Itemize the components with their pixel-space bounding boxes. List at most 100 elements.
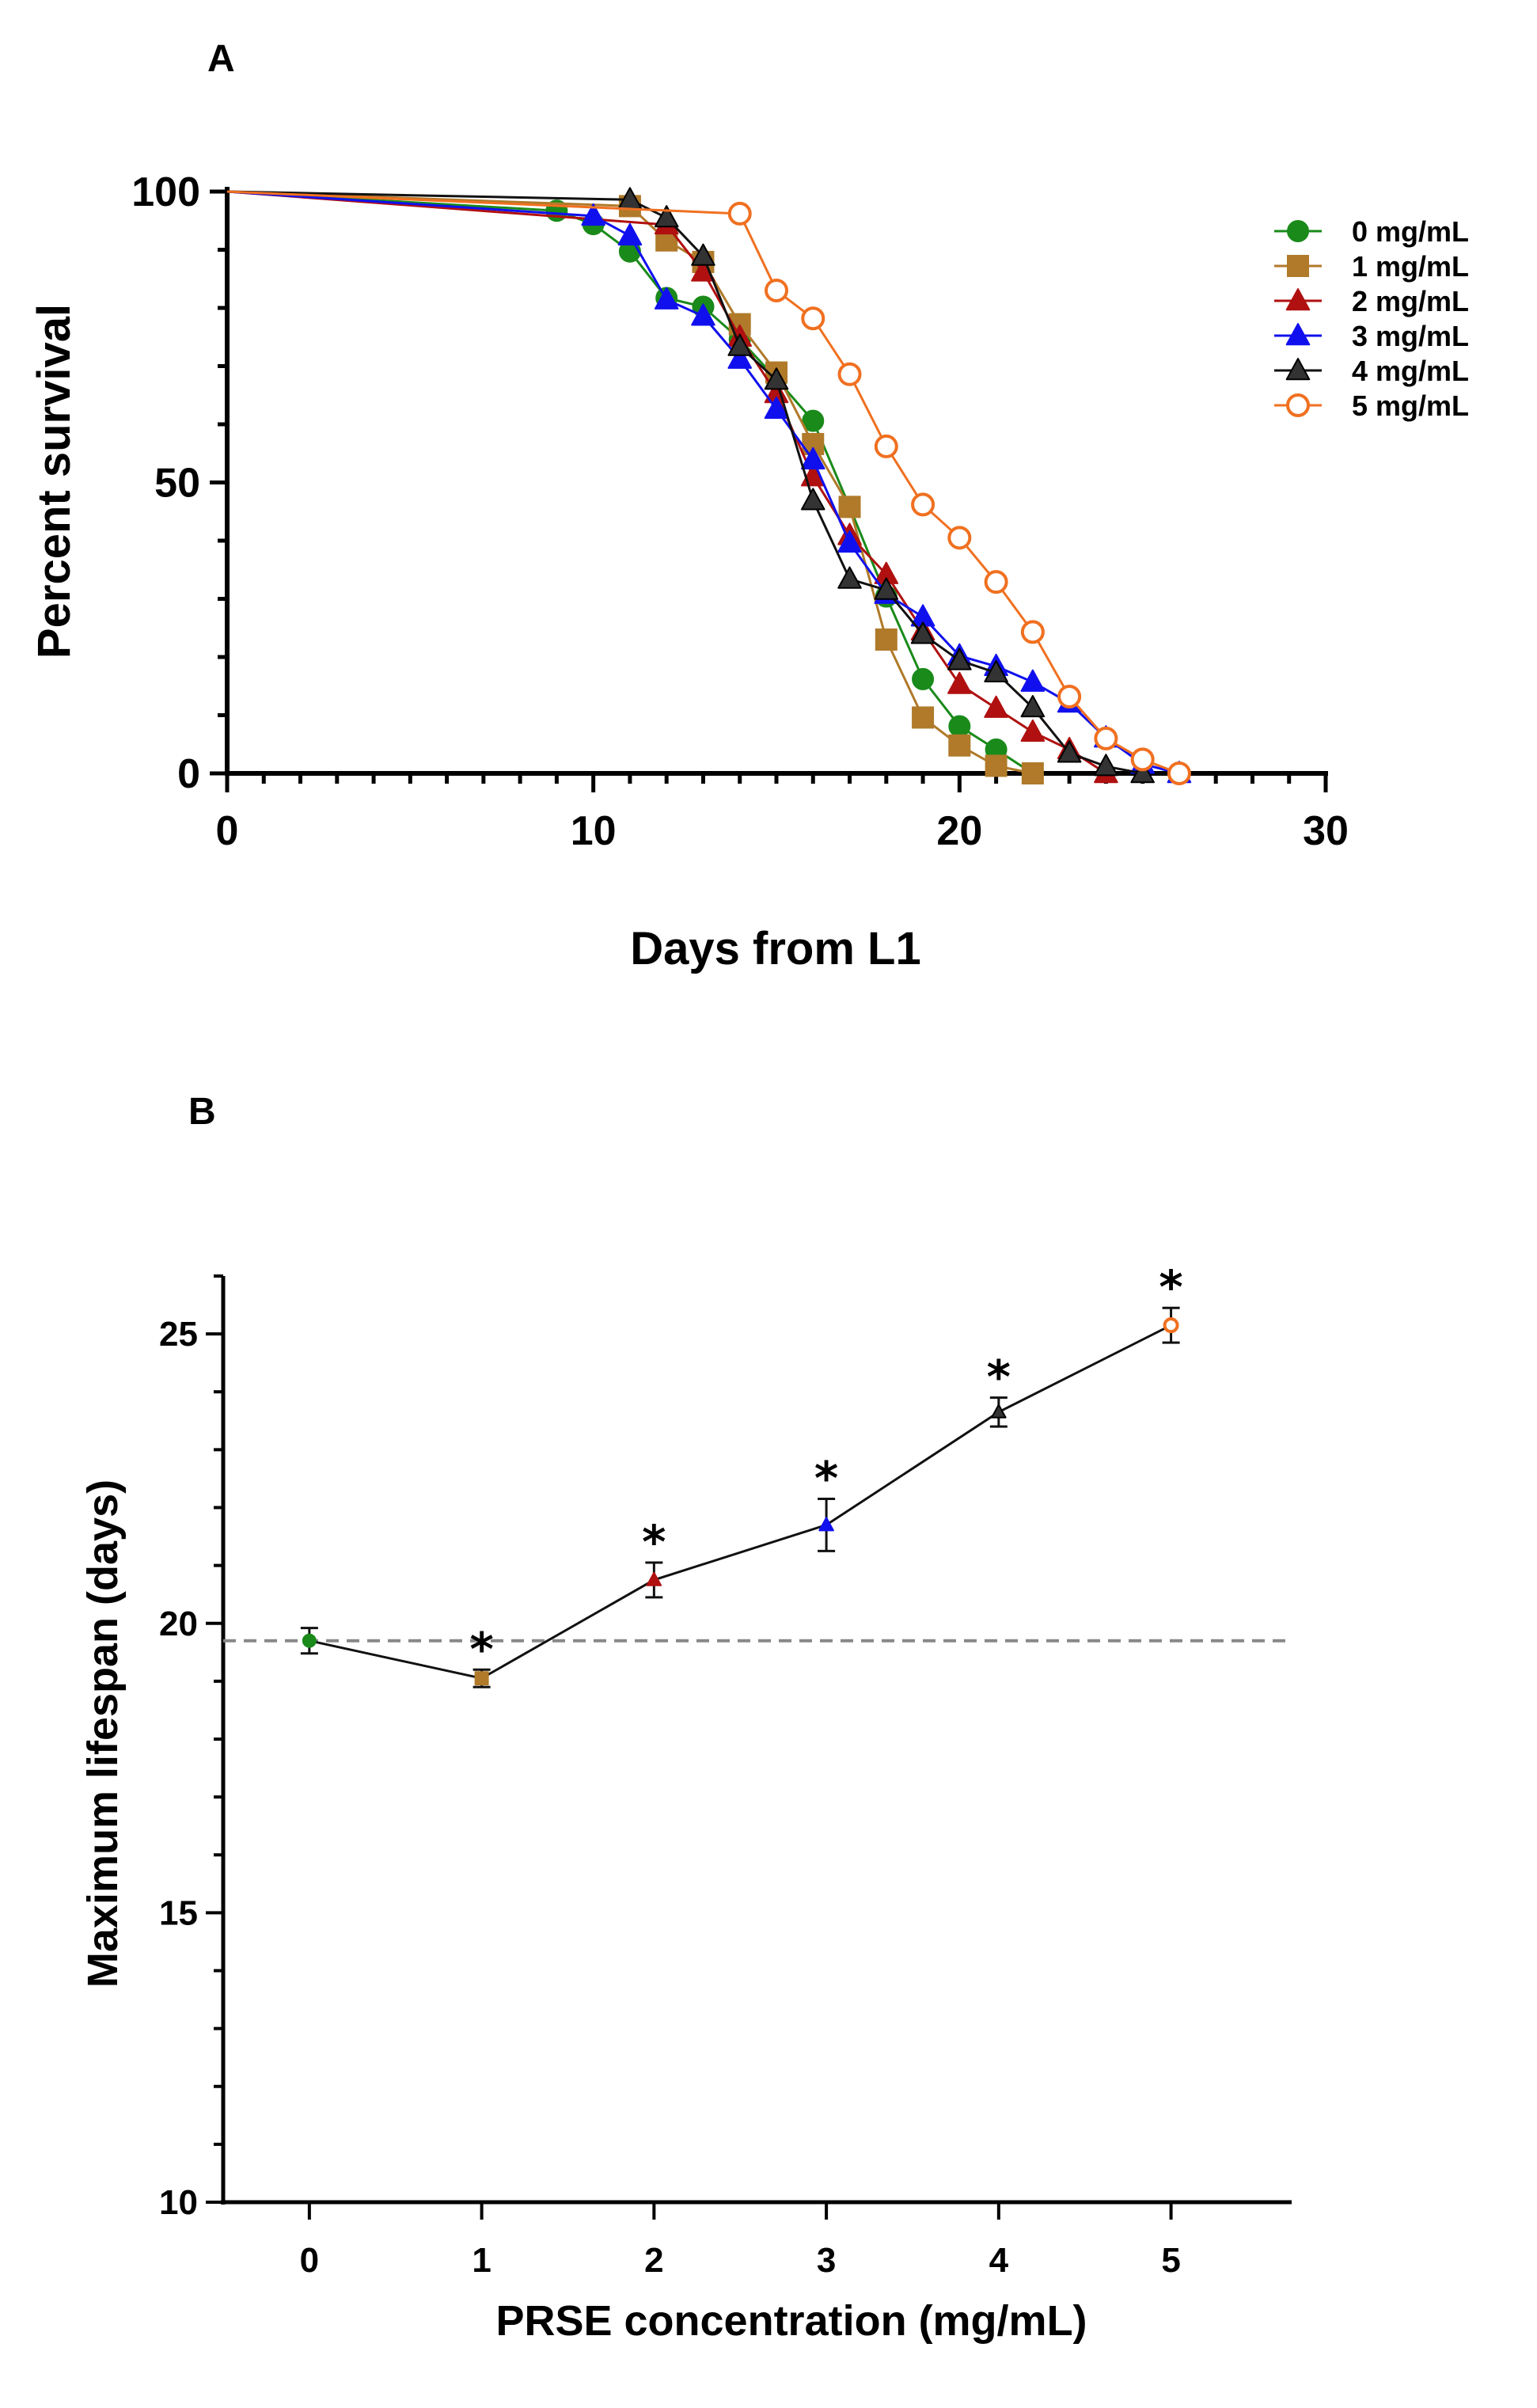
significance-asterisk: * — [642, 1515, 666, 1569]
series-4-mg-ml — [226, 187, 1155, 784]
data-point — [764, 367, 789, 390]
data-point — [1094, 726, 1118, 750]
data-point — [837, 566, 862, 589]
lifespan-point-group: * — [1159, 1260, 1183, 1344]
legend-marker — [1287, 220, 1309, 242]
legend-label: 5 mg/mL — [1352, 389, 1469, 422]
survival-legend: 0 mg/mL1 mg/mL2 mg/mL3 mg/mL4 mg/mL5 mg/… — [1274, 215, 1469, 422]
data-point — [948, 715, 971, 738]
data-point — [801, 306, 825, 331]
data-point — [800, 488, 825, 511]
legend-item: 2 mg/mL — [1274, 285, 1469, 317]
data-point — [802, 409, 825, 432]
data-point — [912, 667, 935, 690]
panel-b: B 10 15 20 25 0 1 2 3 4 5 * * * * * PRSE concentratio… — [79, 1091, 1292, 2345]
legend-label: 4 mg/mL — [1352, 355, 1469, 387]
lifespan-point-group: * — [814, 1452, 838, 1552]
x-tick-label-a: 10 — [571, 808, 617, 854]
data-point — [1020, 719, 1046, 743]
significance-asterisk: * — [469, 1622, 493, 1676]
series-1-mg-ml — [226, 190, 1044, 784]
x-tick-label-a: 20 — [936, 808, 982, 854]
data-point — [837, 362, 862, 386]
data-point — [800, 446, 825, 470]
legend-marker — [1285, 323, 1311, 346]
panel-letter-a: A — [207, 38, 235, 80]
data-point — [991, 1403, 1007, 1419]
data-point — [875, 628, 898, 651]
x-tick-label-b: 5 — [1161, 2241, 1180, 2280]
y-tick-label-a: 0 — [177, 751, 200, 797]
y-tick-label-b: 10 — [159, 2183, 198, 2222]
panel-letter-b: B — [188, 1091, 216, 1133]
data-point — [617, 222, 643, 246]
series-line — [226, 190, 1107, 775]
data-point — [1020, 694, 1046, 718]
x-tick-label-b: 1 — [472, 2241, 491, 2280]
lifespan-point-group — [300, 1627, 318, 1655]
data-point — [874, 434, 898, 458]
data-point — [1020, 669, 1046, 692]
y-axis-title-a: Percent survival — [28, 304, 80, 659]
series-2-mg-ml — [226, 190, 1118, 784]
data-point — [765, 278, 788, 302]
legend-label: 3 mg/mL — [1352, 320, 1469, 352]
data-point — [911, 492, 935, 517]
significance-asterisk: * — [814, 1452, 838, 1506]
x-tick-label-b: 2 — [644, 2241, 663, 2280]
data-point — [1130, 747, 1155, 772]
data-point — [985, 754, 1008, 777]
legend-item: 0 mg/mL — [1274, 215, 1469, 248]
data-point — [837, 530, 862, 553]
data-point — [727, 346, 753, 369]
data-point — [581, 203, 605, 226]
x-tick-label-b: 0 — [300, 2241, 319, 2280]
data-point — [947, 671, 972, 694]
data-point — [818, 1517, 834, 1532]
lifespan-line — [309, 1324, 1172, 1680]
y-tick-label-b: 20 — [159, 1605, 198, 1643]
y-tick-label-b: 25 — [159, 1315, 198, 1354]
lifespan-point-group: * — [987, 1350, 1011, 1428]
legend-label: 0 mg/mL — [1352, 215, 1469, 248]
series-0-mg-ml — [226, 190, 1044, 784]
lifespan-point-group: * — [469, 1622, 494, 1688]
data-point — [910, 621, 935, 644]
significance-asterisk: * — [1159, 1260, 1182, 1314]
x-axis-title-a: Days from L1 — [630, 923, 920, 974]
lifespan-series: * * * * * — [300, 1260, 1183, 1688]
legend-marker — [1285, 358, 1311, 381]
data-point — [912, 706, 935, 729]
legend-item: 3 mg/mL — [1274, 320, 1469, 352]
legend-label: 1 mg/mL — [1352, 250, 1469, 283]
x-tick-label-a: 0 — [216, 808, 239, 854]
x-tick-label-a: 30 — [1303, 808, 1349, 854]
legend-label: 2 mg/mL — [1352, 285, 1469, 317]
data-point — [984, 570, 1008, 594]
data-point — [947, 648, 972, 670]
data-point — [646, 1571, 662, 1586]
data-point — [727, 333, 753, 356]
data-point — [1020, 620, 1045, 644]
legend-item: 5 mg/mL — [1274, 389, 1469, 422]
data-point — [1130, 761, 1155, 784]
data-point — [474, 1671, 489, 1686]
data-point — [1163, 1317, 1179, 1334]
data-point — [838, 496, 861, 518]
data-point — [654, 205, 679, 228]
data-point — [691, 303, 715, 326]
data-point — [764, 396, 789, 420]
y-axis-title-b: Maximum lifespan (days) — [79, 1479, 127, 1988]
x-tick-label-b: 3 — [817, 2241, 836, 2280]
lifespan-point-group: * — [642, 1515, 666, 1599]
x-tick-label-b: 4 — [989, 2241, 1009, 2280]
survival-series — [226, 187, 1192, 785]
series-line — [226, 190, 1034, 775]
data-point — [1167, 762, 1191, 785]
legend-marker — [1285, 288, 1311, 311]
series-line — [226, 190, 1034, 775]
data-point — [1057, 684, 1082, 708]
significance-asterisk: * — [987, 1350, 1011, 1404]
series-line — [226, 190, 1143, 775]
y-tick-label-a: 50 — [154, 461, 200, 507]
